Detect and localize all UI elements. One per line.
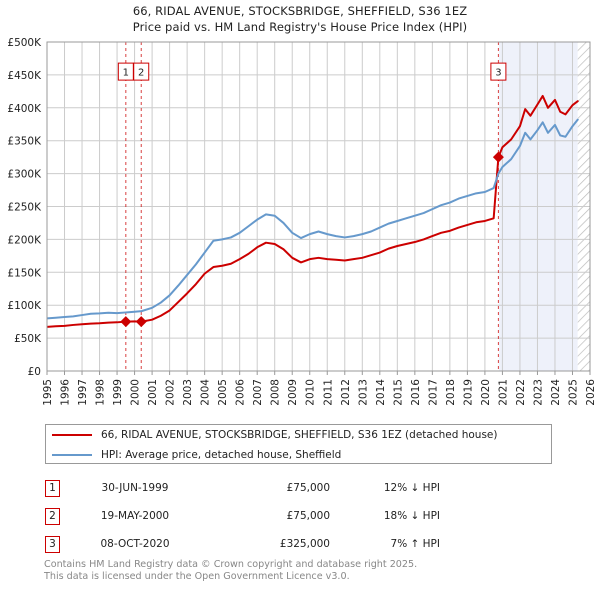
transaction-hpi-2: 18% ↓ HPI	[383, 510, 440, 522]
y-axis-labels: £0 £50K £100K £150K £200K £250K £300K £350K £400…	[7, 37, 42, 378]
legend-item-property: 66, RIDAL AVENUE, STOCKSBRIDGE, SHEFFIEL…	[46, 425, 551, 445]
attribution-footer: Contains HM Land Registry data © Crown c…	[44, 559, 564, 582]
legend-label-property: 66, RIDAL AVENUE, STOCKSBRIDGE, SHEFFIEL…	[101, 429, 498, 441]
svg-text:2: 2	[138, 68, 144, 79]
page-title: 66, RIDAL AVENUE, STOCKSBRIDGE, SHEFFIEL…	[0, 3, 600, 35]
svg-text:1999: 1999	[112, 379, 124, 406]
svg-text:£100K: £100K	[7, 300, 42, 312]
transaction-price-1: £75,000	[286, 482, 330, 494]
svg-text:2019: 2019	[462, 379, 474, 406]
svg-text:2004: 2004	[200, 379, 212, 406]
svg-text:2003: 2003	[182, 379, 194, 406]
svg-text:2010: 2010	[305, 379, 317, 406]
svg-text:2015: 2015	[392, 379, 404, 406]
svg-text:2017: 2017	[427, 379, 439, 406]
svg-text:2016: 2016	[410, 379, 422, 406]
event-vertical-lines	[125, 42, 499, 371]
transaction-date-1: 30-JUN-1999	[101, 482, 169, 494]
svg-text:2009: 2009	[287, 379, 299, 406]
svg-text:2026: 2026	[585, 379, 597, 406]
svg-text:2000: 2000	[130, 379, 142, 406]
title-line-1: 66, RIDAL AVENUE, STOCKSBRIDGE, SHEFFIEL…	[132, 4, 468, 18]
svg-text:1995: 1995	[42, 379, 54, 406]
transactions-table: 1 30-JUN-1999 £75,000 12% ↓ HPI 2 19-MAY…	[45, 474, 465, 558]
svg-text:2001: 2001	[147, 379, 159, 406]
svg-text:2022: 2022	[515, 379, 527, 406]
svg-text:2013: 2013	[357, 379, 369, 406]
price-history-chart: £0 £50K £100K £150K £200K £250K £300K £350K £400…	[7, 37, 597, 406]
transaction-date-3: 08-OCT-2020	[100, 538, 170, 550]
legend-swatch-hpi	[52, 454, 92, 456]
svg-text:1996: 1996	[60, 379, 72, 406]
svg-text:£450K: £450K	[7, 70, 42, 82]
x-axis-labels: 1995 1996 1997 1998 1999 2000 2001 2002 2003 2004…	[42, 371, 597, 406]
svg-text:2005: 2005	[217, 379, 229, 406]
svg-text:2014: 2014	[375, 379, 387, 406]
svg-text:£500K: £500K	[7, 37, 42, 49]
svg-text:1: 1	[123, 68, 129, 79]
plot-frame	[46, 41, 591, 372]
svg-text:£400K: £400K	[7, 103, 42, 115]
svg-text:2021: 2021	[497, 379, 509, 406]
transaction-date-2: 19-MAY-2000	[100, 510, 170, 522]
svg-text:3: 3	[495, 68, 501, 79]
legend-item-hpi: HPI: Average price, detached house, Shef…	[46, 445, 551, 465]
svg-text:2008: 2008	[270, 379, 282, 406]
svg-text:2025: 2025	[567, 379, 579, 406]
table-row: 2 19-MAY-2000 £75,000 18% ↓ HPI	[45, 502, 465, 530]
svg-text:£300K: £300K	[7, 169, 42, 181]
svg-text:2023: 2023	[532, 379, 544, 406]
svg-text:£200K: £200K	[7, 234, 42, 246]
transaction-badge-2: 2	[45, 507, 60, 525]
svg-text:£150K: £150K	[7, 267, 42, 279]
table-row: 3 08-OCT-2020 £325,000 7% ↑ HPI	[45, 530, 465, 558]
footer-line-1: Contains HM Land Registry data © Crown c…	[44, 559, 418, 570]
svg-text:2024: 2024	[550, 379, 562, 406]
svg-text:2018: 2018	[445, 379, 457, 406]
table-row: 1 30-JUN-1999 £75,000 12% ↓ HPI	[45, 474, 465, 502]
svg-text:£250K: £250K	[7, 202, 42, 214]
transaction-hpi-1: 12% ↓ HPI	[383, 482, 440, 494]
transaction-price-3: £325,000	[279, 538, 330, 550]
legend-swatch-property	[52, 434, 92, 436]
legend-label-hpi: HPI: Average price, detached house, Shef…	[101, 449, 342, 461]
svg-text:2006: 2006	[235, 379, 247, 406]
svg-text:2002: 2002	[165, 379, 177, 406]
svg-text:2011: 2011	[322, 379, 334, 406]
sale-point-markers	[120, 151, 504, 328]
transaction-hpi-3: 7% ↑ HPI	[390, 538, 440, 550]
transaction-price-2: £75,000	[286, 510, 330, 522]
svg-text:£350K: £350K	[7, 136, 42, 148]
svg-text:2020: 2020	[480, 379, 492, 406]
title-line-2: Price paid vs. HM Land Registry's House …	[132, 20, 468, 34]
svg-text:1997: 1997	[77, 379, 89, 406]
svg-text:2007: 2007	[252, 379, 264, 406]
transaction-badge-1: 1	[45, 479, 60, 497]
footer-line-2: This data is licensed under the Open Gov…	[44, 570, 350, 582]
chart-legend: 66, RIDAL AVENUE, STOCKSBRIDGE, SHEFFIEL…	[45, 424, 552, 464]
transaction-badge-3: 3	[45, 535, 60, 553]
svg-text:£0: £0	[28, 366, 41, 378]
svg-text:£50K: £50K	[14, 333, 42, 345]
svg-text:2012: 2012	[340, 379, 352, 406]
svg-text:1998: 1998	[95, 379, 107, 406]
